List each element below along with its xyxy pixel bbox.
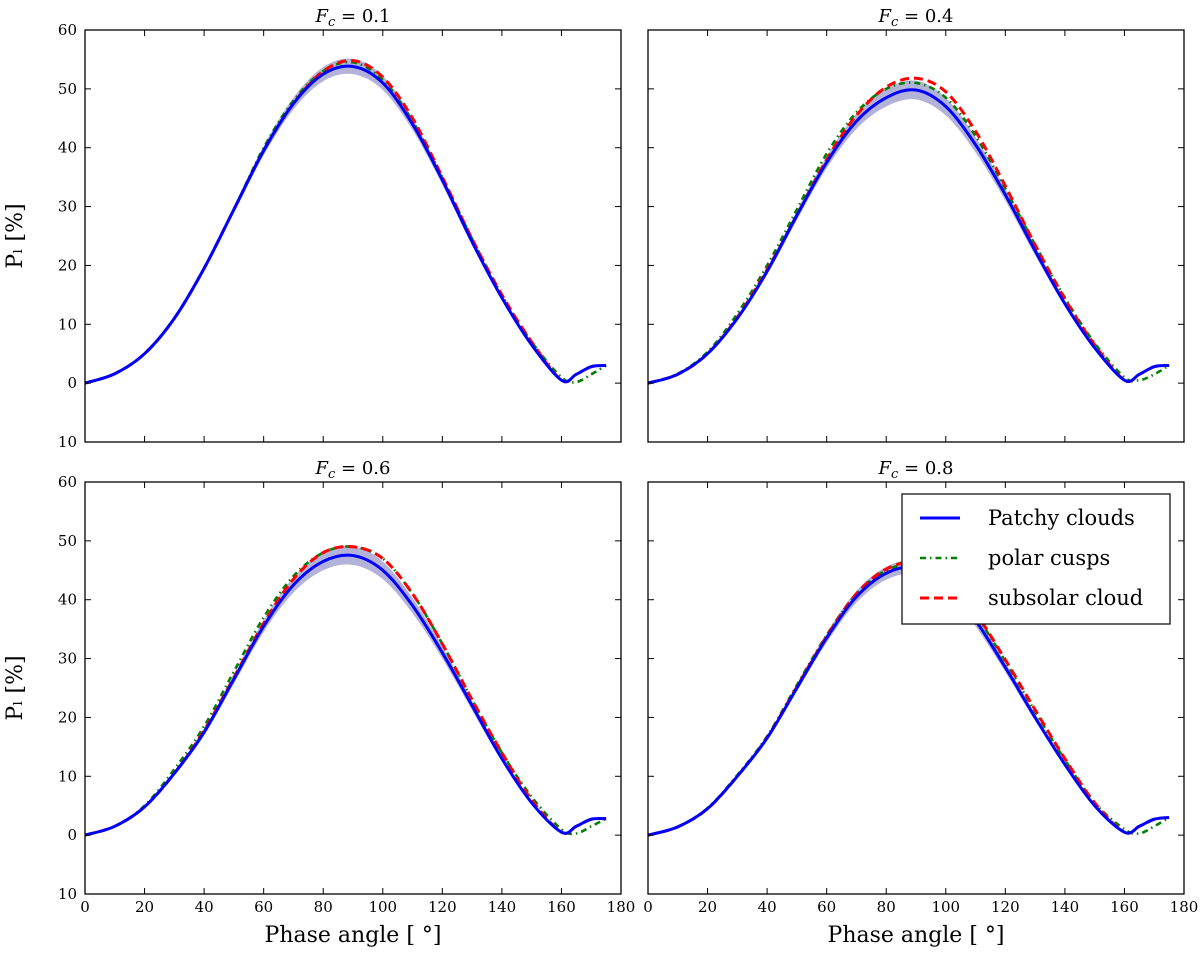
x-tick-label: 180 [1170, 898, 1199, 916]
y-tick-label: 50 [58, 532, 77, 550]
y-tick-label: 20 [58, 708, 77, 726]
series-line-patchy [85, 553, 607, 837]
x-tick-label: 160 [547, 898, 576, 916]
x-axis-label: Phase angle [ °] [265, 923, 442, 948]
y-axis-label: Pₗ [%] [3, 203, 28, 268]
series-line-patchy [648, 88, 1170, 385]
series-line-subsolar [648, 76, 1170, 385]
x-tick-label: 60 [254, 898, 273, 916]
y-tick-label: 0 [67, 826, 77, 844]
panel-title: Fc = 0.1 [315, 6, 391, 30]
uncertainty-band [648, 80, 1170, 384]
panel-title: Fc = 0.4 [878, 6, 954, 30]
series-line-polar [648, 81, 1170, 385]
series-line-polar [85, 545, 607, 837]
legend-label-patchy-clouds: Patchy clouds [988, 506, 1135, 530]
x-tick-label: 100 [368, 898, 397, 916]
plot-area [648, 76, 1170, 385]
panel-title: Fc = 0.6 [315, 458, 391, 482]
legend: Patchy clouds polar cusps subsolar cloud [901, 493, 1171, 625]
axes-frame [84, 481, 622, 895]
plot-area [85, 544, 607, 837]
panel-1: 10 0 10 20 30 40 50 60 Fc = 0.1 Pₗ [%] [3, 6, 622, 451]
y-tick-label: 60 [58, 473, 77, 491]
x-tick-label: 80 [877, 898, 896, 916]
axes-frame [647, 481, 1185, 895]
panel-title: Fc = 0.8 [878, 458, 954, 482]
axes-frame [647, 29, 1185, 443]
x-tick-label: 20 [698, 898, 717, 916]
y-tick-label: 10 [58, 433, 77, 451]
legend-label-subsolar-cloud: subsolar cloud [988, 586, 1143, 610]
x-tick-label: 80 [314, 898, 333, 916]
x-tick-label: 100 [931, 898, 960, 916]
x-tick-label: 20 [135, 898, 154, 916]
y-tick-label: 30 [58, 650, 77, 668]
x-tick-label: 0 [80, 898, 90, 916]
panel-3: 0 20 40 60 80 100 120 140 160 180100102030405060F… [3, 458, 635, 948]
legend-box [901, 493, 1171, 625]
y-tick-label: 0 [67, 374, 77, 392]
x-tick-label: 40 [758, 898, 777, 916]
x-tick-label: 120 [428, 898, 457, 916]
x-tick-label: 140 [488, 898, 517, 916]
y-axis-label: Pₗ [%] [3, 655, 28, 720]
plot-area [85, 58, 607, 385]
y-tick-label: 50 [58, 80, 77, 98]
y-tick-label: 10 [58, 315, 77, 333]
y-tick-label: 10 [58, 885, 77, 903]
y-tick-label: 60 [58, 21, 77, 39]
legend-label-polar-cusps: polar cusps [988, 546, 1110, 570]
y-tick-label: 40 [58, 139, 77, 157]
y-tick-label: 40 [58, 591, 77, 609]
series-line-patchy [85, 64, 607, 385]
y-tick-label: 20 [58, 256, 77, 274]
x-tick-label: 160 [1110, 898, 1139, 916]
y-tick-label: 30 [58, 198, 77, 216]
series-line-polar [85, 60, 607, 385]
y-tick-label: 10 [58, 767, 77, 785]
x-tick-label: 40 [195, 898, 214, 916]
x-tick-label: 140 [1051, 898, 1080, 916]
panel-2: Fc = 0.4 [647, 6, 1185, 443]
x-tick-label: 60 [817, 898, 836, 916]
x-tick-label: 120 [991, 898, 1020, 916]
axes-frame [84, 29, 622, 443]
x-tick-label: 180 [607, 898, 636, 916]
x-tick-label: 0 [643, 898, 653, 916]
x-axis-label: Phase angle [ °] [828, 923, 1005, 948]
